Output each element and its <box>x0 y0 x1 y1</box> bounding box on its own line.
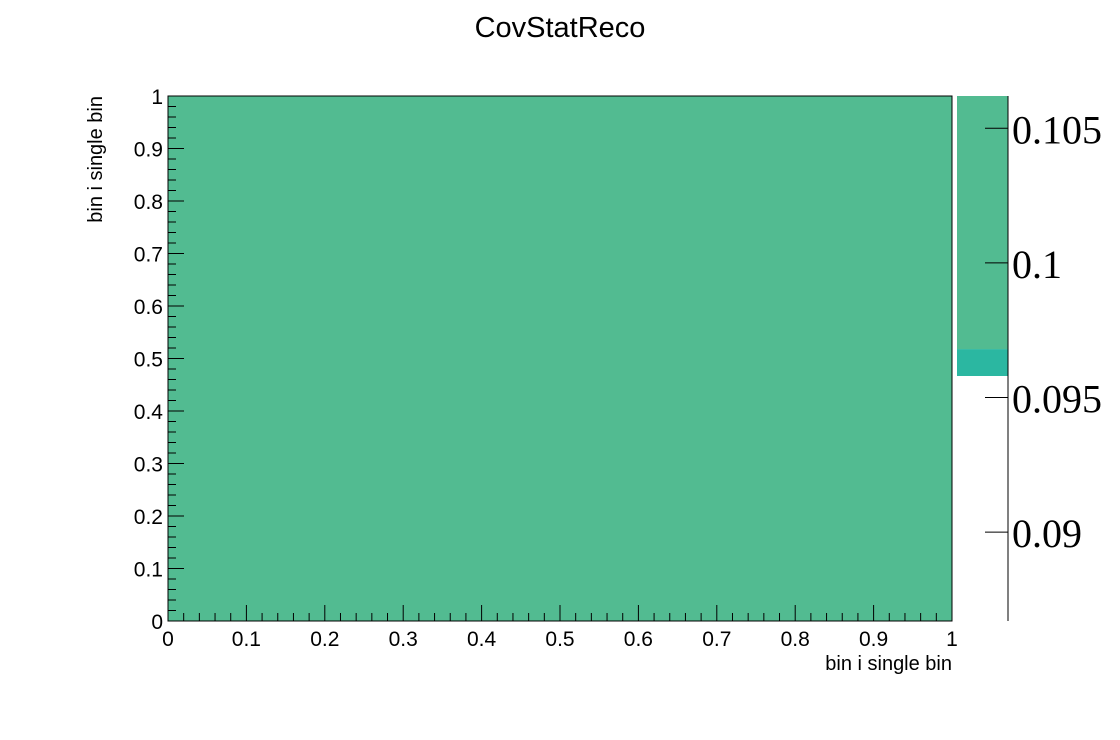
x-tick-label: 0 <box>162 628 174 651</box>
y-tick-label: 0.3 <box>134 454 163 477</box>
y-tick-label: 0.9 <box>134 139 163 162</box>
palette-tick-label: 0.09 <box>1012 511 1082 556</box>
y-axis: 0 0.1 0.2 0.3 0.4 0.5 0.6 0.7 0.8 0.9 1 <box>134 86 184 634</box>
y-tick-label: 0.6 <box>134 296 163 319</box>
x-tick-label: 0.5 <box>545 628 574 651</box>
plot-area <box>167 95 953 622</box>
x-tick-label: 0.2 <box>310 628 339 651</box>
y-tick-label: 0.1 <box>134 559 163 582</box>
y-tick-label: 0.2 <box>134 506 163 529</box>
y-tick-label: 0 <box>151 611 163 634</box>
y-tick-label: 1 <box>151 86 163 109</box>
x-tick-label: 0.7 <box>702 628 731 651</box>
x-tick-label: 0.9 <box>859 628 888 651</box>
x-tick-label: 0.3 <box>389 628 418 651</box>
color-palette: 0.09 0.095 0.1 0.105 <box>957 96 1102 621</box>
palette-tick-label: 0.095 <box>1012 377 1102 422</box>
x-tick-label: 1 <box>946 628 958 651</box>
y-tick-label: 0.5 <box>134 349 163 372</box>
y-axis-title: bin i single bin <box>85 96 107 223</box>
x-axis: 0 0.1 0.2 0.3 0.4 0.5 0.6 0.7 0.8 0.9 1 <box>162 605 958 651</box>
heatmap-cell <box>168 96 952 621</box>
palette-band <box>957 349 1008 376</box>
x-tick-label: 0.6 <box>624 628 653 651</box>
x-tick-label: 0.1 <box>232 628 261 651</box>
y-tick-label: 0.8 <box>134 191 163 214</box>
palette-band <box>957 96 1008 350</box>
y-tick-label: 0.4 <box>134 401 164 424</box>
x-axis-title: bin i single bin <box>825 653 952 675</box>
palette-tick-label: 0.105 <box>1012 107 1102 152</box>
x-tick-label: 0.8 <box>781 628 810 651</box>
palette-tick-label: 0.1 <box>1012 242 1062 287</box>
x-tick-label: 0.4 <box>467 628 497 651</box>
chart-title: CovStatReco <box>475 12 646 44</box>
y-tick-label: 0.7 <box>134 244 163 267</box>
